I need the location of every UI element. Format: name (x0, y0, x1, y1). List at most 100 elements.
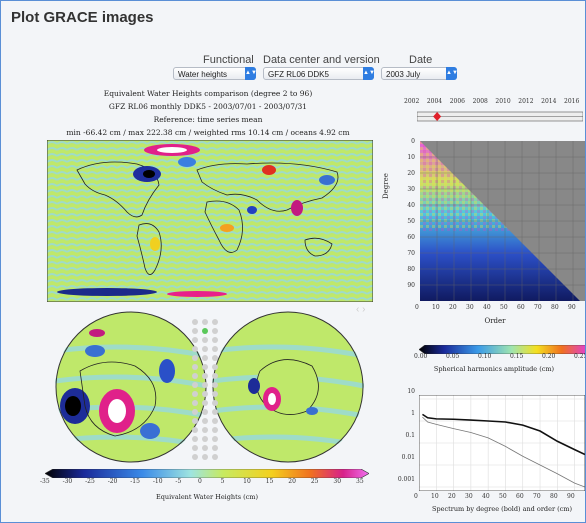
water-colorbar-tick: -20 (107, 478, 118, 485)
grid-dot (212, 382, 218, 388)
spectrum-ytick: 1 (411, 410, 415, 417)
grid-dot (212, 391, 218, 397)
spectrum-xtick: 20 (448, 493, 456, 500)
grid-dot (192, 364, 198, 370)
grid-dot (212, 346, 218, 352)
grid-dot (192, 373, 198, 379)
sh-colorbar-tick: 0.05 (446, 353, 460, 360)
spectrum-ytick: 0.1 (405, 432, 415, 439)
grid-dot (212, 427, 218, 433)
grid-dot (192, 418, 198, 424)
spectrum-xtick: 60 (516, 493, 524, 500)
datacenter-value: GFZ RL06 DDK5 (268, 70, 329, 79)
grid-dot (202, 418, 208, 424)
sh-ytick: 70 (407, 250, 415, 257)
datacenter-select[interactable]: GFZ RL06 DDK5 ▲▼ (263, 67, 375, 80)
spectrum-degree-line (422, 413, 585, 456)
sh-xtick: 0 (415, 304, 419, 311)
water-colorbar-tick: 30 (333, 478, 342, 485)
grid-dot (192, 337, 198, 343)
sh-colorbar-title: Spherical harmonics amplitude (cm) (433, 365, 555, 373)
grid-dot (192, 409, 198, 415)
sh-ytick: 20 (407, 170, 415, 177)
sh-ytick: 50 (407, 218, 415, 225)
nav-arrows-icon[interactable]: ‹ › (356, 304, 366, 315)
timeline-year-label: 2014 (541, 98, 557, 105)
water-colorbar-tick: 25 (310, 478, 319, 485)
spectrum-ytick: 0.01 (401, 454, 415, 461)
grid-dot (202, 328, 208, 334)
timeline-year-label: 2012 (518, 98, 534, 105)
spectrum-xtick: 70 (533, 493, 541, 500)
sh-colorbar-tick: 0.15 (510, 353, 524, 360)
grid-dot (202, 346, 208, 352)
antarctic-polar-map[interactable] (212, 311, 364, 463)
grid-dot (202, 409, 208, 415)
timeline-year-label: 2002 (404, 98, 420, 105)
sh-ytick: 30 (407, 186, 415, 193)
functional-label: Functional (203, 54, 254, 66)
chevron-down-icon: ▲▼ (363, 67, 375, 80)
water-colorbar-tick: 35 (356, 478, 364, 485)
grid-dot (212, 418, 218, 424)
sh-colorbar-tick: 0.10 (478, 353, 492, 360)
grid-dot (192, 436, 198, 442)
sh-xtick: 50 (500, 304, 508, 311)
grid-dot (212, 400, 218, 406)
datacenter-label: Data center and version (263, 54, 380, 66)
sh-ytick: 90 (407, 282, 415, 289)
sh-amplitude-plot[interactable] (420, 141, 585, 301)
grid-dot (202, 355, 208, 361)
grid-dot (192, 328, 198, 334)
timeline-slider[interactable] (416, 109, 584, 122)
grid-dot (212, 355, 218, 361)
date-label: Date (409, 54, 433, 66)
timeline-year-label: 2006 (449, 98, 465, 105)
sh-xticks: 0 10 20 30 40 50 60 70 80 90 (415, 304, 585, 313)
spectrum-xtick: 90 (567, 493, 575, 500)
sh-ytick: 80 (407, 266, 415, 273)
water-colorbar-tick: -35 (40, 478, 50, 485)
date-select[interactable]: 2003 July ▲▼ (381, 67, 458, 80)
water-colorbar-tick: 0 (198, 478, 202, 485)
spectrum-xtick: 80 (550, 493, 558, 500)
grid-dot (192, 400, 198, 406)
map-caption-2: GFZ RL06 monthly DDK5 - 2003/07/01 - 200… (108, 102, 308, 111)
water-colorbar (44, 465, 370, 479)
sh-colorbar-tick: 0.20 (542, 353, 556, 360)
spectrum-xtick: 40 (482, 493, 490, 500)
grid-dot (212, 445, 218, 451)
sh-yticks: 0 10 20 30 40 50 60 70 80 90 (397, 138, 415, 301)
timeline-marker[interactable] (433, 112, 442, 121)
water-colorbar-tick: -15 (130, 478, 140, 485)
spectrum-yticks: 10 1 0.1 0.01 0.001 (393, 388, 415, 491)
spectrum-plot[interactable] (419, 395, 585, 491)
water-colorbar-title: Equivalent Water Heights (cm) (156, 493, 258, 501)
sh-xtick: 70 (534, 304, 542, 311)
sh-colorbar (418, 341, 585, 355)
timeline-year-label: 2010 (495, 98, 511, 105)
sh-xtick: 40 (483, 304, 491, 311)
water-colorbar-tick: -5 (175, 478, 182, 485)
sh-xtick: 30 (466, 304, 474, 311)
grid-dot (192, 454, 198, 460)
grid-dot (202, 445, 208, 451)
water-colorbar-ticks: -35 -30 -25 -20 -15 -10 -5 0 5 10 15 20 25 30 35 (40, 478, 369, 488)
water-colorbar-tick: -25 (85, 478, 95, 485)
sh-ylabel: Degree (382, 173, 390, 199)
spectrum-xtick: 50 (499, 493, 507, 500)
arctic-polar-map[interactable] (55, 311, 207, 463)
grid-dot (212, 454, 218, 460)
spectrum-order-line (422, 416, 585, 488)
map-caption-1: Equivalent Water Heights comparison (deg… (103, 89, 313, 98)
sh-ytick: 60 (407, 234, 415, 241)
grid-dot (192, 319, 198, 325)
functional-select[interactable]: Water heights ▲▼ (173, 67, 257, 80)
sh-xtick: 90 (568, 304, 576, 311)
functional-value: Water heights (178, 70, 228, 79)
grid-dot (212, 373, 218, 379)
grid-dot (192, 346, 198, 352)
world-map[interactable] (47, 140, 373, 302)
spectrum-xtick: 10 (431, 493, 439, 500)
sh-colorbar-ticks: 0.00 0.05 0.10 0.15 0.20 0.25 (414, 353, 585, 362)
